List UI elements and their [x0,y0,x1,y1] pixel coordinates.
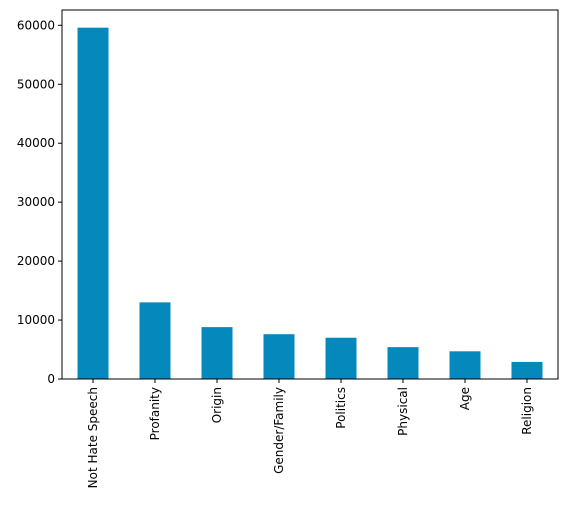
bar [263,334,295,379]
y-tick-label: 0 [47,372,55,386]
bar [449,351,481,379]
y-tick-label: 30000 [17,195,55,209]
x-tick-label: Gender/Family [272,387,286,474]
x-axis: Not Hate Speech Profanity Origin Gender/Fam… [86,379,534,488]
x-tick-label: Physical [396,387,410,436]
x-tick-label: Politics [334,387,348,429]
bar [511,361,543,379]
bar [139,302,171,379]
bar [387,347,419,379]
x-tick-label: Profanity [148,387,162,440]
x-tick-label: Origin [210,387,224,423]
x-tick-label: Not Hate Speech [86,387,100,488]
y-tick-label: 60000 [17,18,55,32]
bar [201,327,233,379]
bar [77,27,109,379]
x-tick-label: Religion [520,387,534,435]
plot-frame [61,9,559,380]
y-tick-label: 40000 [17,136,55,150]
y-tick-label: 10000 [17,313,55,327]
y-tick-label: 50000 [17,77,55,91]
bar [325,337,357,379]
x-tick-label: Age [458,387,472,410]
bars-group [77,27,543,379]
y-tick-label: 20000 [17,254,55,268]
y-axis: 0 10000 20000 30000 40000 50000 60000 [17,18,62,386]
